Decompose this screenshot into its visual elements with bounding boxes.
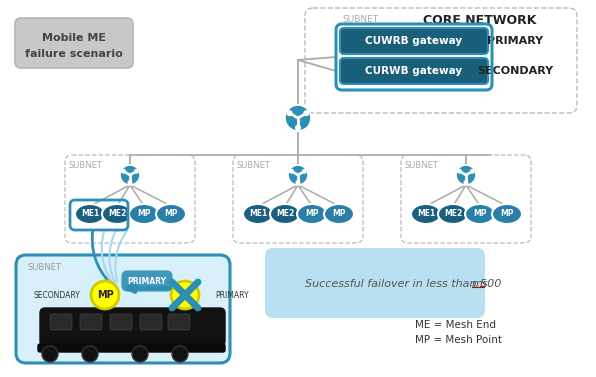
Circle shape xyxy=(458,169,461,173)
Ellipse shape xyxy=(297,204,327,224)
Ellipse shape xyxy=(156,204,186,224)
Text: SUBNET: SUBNET xyxy=(404,161,438,170)
Ellipse shape xyxy=(75,204,105,224)
FancyBboxPatch shape xyxy=(50,314,72,330)
Ellipse shape xyxy=(411,204,441,224)
FancyBboxPatch shape xyxy=(110,314,132,330)
Circle shape xyxy=(122,169,125,173)
Ellipse shape xyxy=(270,204,300,224)
Text: SUBNET: SUBNET xyxy=(27,262,61,271)
Text: SUBNET: SUBNET xyxy=(236,161,270,170)
Text: MP: MP xyxy=(97,290,113,300)
Circle shape xyxy=(290,169,293,173)
FancyBboxPatch shape xyxy=(38,344,225,352)
Circle shape xyxy=(135,169,138,173)
Text: SECONDARY: SECONDARY xyxy=(33,291,80,299)
Text: failure scenario: failure scenario xyxy=(25,49,123,59)
FancyBboxPatch shape xyxy=(16,255,230,363)
Circle shape xyxy=(296,126,300,130)
Circle shape xyxy=(285,105,311,131)
Circle shape xyxy=(464,181,468,184)
Circle shape xyxy=(303,169,306,173)
Circle shape xyxy=(120,165,140,185)
FancyBboxPatch shape xyxy=(340,58,488,84)
Text: ME2: ME2 xyxy=(444,210,462,219)
Circle shape xyxy=(42,346,58,362)
Ellipse shape xyxy=(438,204,468,224)
Text: CUWRB gateway: CUWRB gateway xyxy=(365,36,462,46)
Text: MP: MP xyxy=(137,210,151,219)
Text: MP: MP xyxy=(305,210,319,219)
Ellipse shape xyxy=(243,204,273,224)
Circle shape xyxy=(172,346,188,362)
Text: ME1: ME1 xyxy=(417,210,435,219)
Circle shape xyxy=(456,165,476,185)
FancyBboxPatch shape xyxy=(168,314,190,330)
Text: ME1: ME1 xyxy=(249,210,267,219)
FancyBboxPatch shape xyxy=(80,314,102,330)
Text: CORE NETWORK: CORE NETWORK xyxy=(423,14,536,26)
Ellipse shape xyxy=(465,204,495,224)
Circle shape xyxy=(128,181,132,184)
Ellipse shape xyxy=(129,204,159,224)
Ellipse shape xyxy=(492,204,522,224)
Text: ME = Mesh End: ME = Mesh End xyxy=(415,320,496,330)
Text: Mobile ME: Mobile ME xyxy=(42,33,106,43)
Text: SUBNET: SUBNET xyxy=(68,161,102,170)
Text: MP: MP xyxy=(500,210,514,219)
FancyBboxPatch shape xyxy=(40,308,225,346)
Text: MP: MP xyxy=(332,210,346,219)
Text: SUBNET: SUBNET xyxy=(342,15,378,25)
Circle shape xyxy=(171,281,199,309)
Ellipse shape xyxy=(324,204,354,224)
Ellipse shape xyxy=(102,204,132,224)
Circle shape xyxy=(471,169,474,173)
Text: MP = Mesh Point: MP = Mesh Point xyxy=(415,335,502,345)
FancyBboxPatch shape xyxy=(140,314,162,330)
Text: ME2: ME2 xyxy=(108,210,126,219)
Text: ms: ms xyxy=(471,279,488,289)
Circle shape xyxy=(91,281,119,309)
Circle shape xyxy=(287,111,292,115)
FancyBboxPatch shape xyxy=(15,18,133,68)
Text: PRIMARY: PRIMARY xyxy=(215,291,249,299)
Text: CURWB gateway: CURWB gateway xyxy=(365,66,462,76)
Text: Successful failover in less than 500: Successful failover in less than 500 xyxy=(305,279,505,289)
Circle shape xyxy=(304,111,309,115)
Text: PRIMARY: PRIMARY xyxy=(128,276,166,285)
Text: ME2: ME2 xyxy=(276,210,294,219)
FancyBboxPatch shape xyxy=(265,248,485,318)
Polygon shape xyxy=(195,310,220,346)
Text: ME1: ME1 xyxy=(81,210,99,219)
Circle shape xyxy=(82,346,98,362)
Text: MP: MP xyxy=(473,210,487,219)
Text: MP: MP xyxy=(164,210,178,219)
Circle shape xyxy=(296,181,300,184)
Circle shape xyxy=(132,346,148,362)
Circle shape xyxy=(288,165,308,185)
FancyBboxPatch shape xyxy=(340,28,488,54)
Text: SECONDARY: SECONDARY xyxy=(477,66,553,76)
Text: PRIMARY: PRIMARY xyxy=(487,36,543,46)
